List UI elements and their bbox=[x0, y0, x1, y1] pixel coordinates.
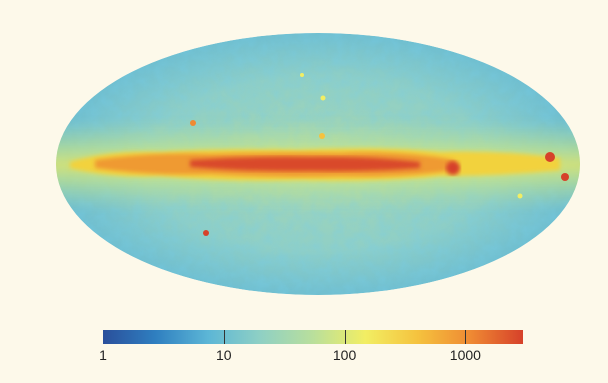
colorbar-tick-mark bbox=[465, 330, 467, 344]
all-sky-map bbox=[56, 33, 580, 295]
sky-ellipse bbox=[56, 33, 580, 295]
point-sources bbox=[190, 73, 569, 236]
colorbar-tick-mark bbox=[223, 330, 225, 344]
colorbar bbox=[103, 330, 523, 344]
colorbar-tick-label: 1 bbox=[99, 347, 107, 363]
colorbar-tick-label: 1000 bbox=[449, 347, 481, 363]
colorbar-tick-label: 100 bbox=[332, 347, 357, 363]
colorbar-tick-label: 10 bbox=[215, 347, 232, 363]
colorbar-tick-mark bbox=[344, 330, 346, 344]
galactic-plane-band bbox=[70, 148, 560, 181]
